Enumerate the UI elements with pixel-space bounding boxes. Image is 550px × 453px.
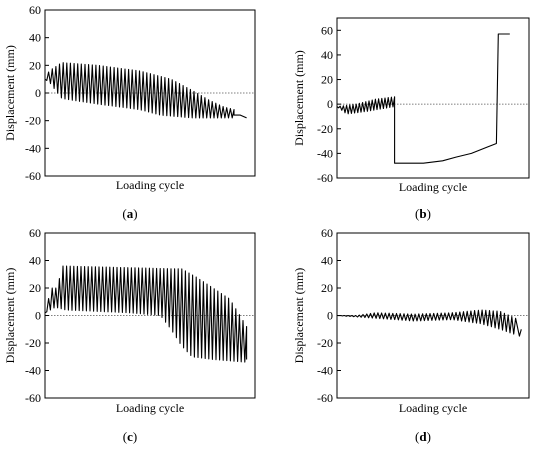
displacement-series-line [44,265,248,363]
y-axis-title: Displacement (mm) [3,268,17,364]
y-tick-label: 40 [29,31,41,45]
y-tick-label: 60 [29,3,41,17]
plot-frame [336,17,530,179]
y-tick-label: 20 [29,58,41,72]
y-tick-label: 40 [29,254,41,268]
y-tick-label: 0 [327,309,333,323]
y-tick-label: 60 [321,23,333,37]
y-tick-label: 0 [35,86,41,100]
x-axis-title: Loading cycle [399,401,467,415]
chart-panel-b: 60 40 20 0 -20 -40 -60 Displacement (mm) Loading… [292,17,530,221]
y-tick-label: -60 [317,391,333,405]
displacement-series-line [336,309,522,337]
panel-label: (d) [415,429,431,444]
displacement-series-line [44,62,247,119]
panel-label: (b) [415,206,431,221]
y-tick-label: -60 [25,169,41,183]
y-axis-title: Displacement (mm) [292,50,306,146]
y-tick-label: 20 [29,281,41,295]
y-tick-label: -60 [25,391,41,405]
y-axis-title: Displacement (mm) [292,268,306,364]
y-tick-label: -20 [317,122,333,136]
y-tick-label: 20 [321,73,333,87]
chart-panel-c: 60 40 20 0 -20 -40 -60 Displacement (mm) Loading… [3,226,256,444]
y-tick-label: 40 [321,48,333,62]
y-tick-label: -20 [25,114,41,128]
y-tick-label: -40 [25,364,41,378]
y-tick-label: -60 [317,171,333,185]
y-tick-label: -20 [317,336,333,350]
y-tick-label: 60 [321,226,333,240]
x-axis-title: Loading cycle [116,401,184,415]
y-axis-title: Displacement (mm) [3,45,17,141]
chart-panel-a: 60 40 20 0 -20 -40 -60 Displacement (mm) Loading… [3,3,256,221]
y-tick-label: 0 [35,309,41,323]
y-tick-label: -40 [25,141,41,155]
y-tick-label: -40 [317,146,333,160]
panel-label: (c) [123,429,137,444]
chart-panel-d: 60 40 20 0 -20 -40 -60 Displacement (mm) Loading… [292,226,530,444]
displacement-series-line [336,33,510,164]
x-axis-title: Loading cycle [399,180,467,194]
y-tick-label: -20 [25,336,41,350]
y-tick-label: 40 [321,254,333,268]
y-tick-label: 0 [327,97,333,111]
y-tick-label: 20 [321,281,333,295]
panel-label: (a) [122,206,137,221]
y-tick-label: 60 [29,226,41,240]
y-tick-label: -40 [317,364,333,378]
x-axis-title: Loading cycle [116,178,184,192]
